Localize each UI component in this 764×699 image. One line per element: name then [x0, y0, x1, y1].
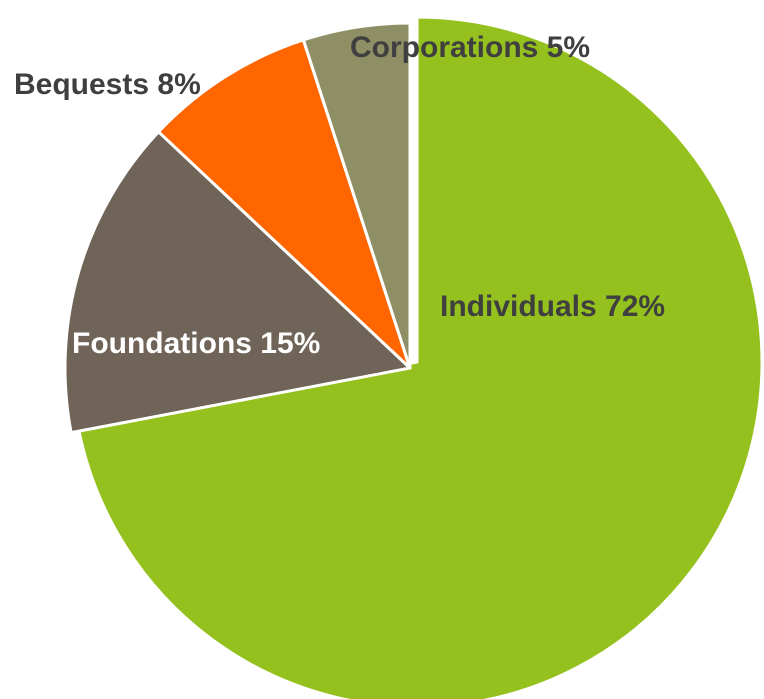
pie-slice-corporations — [301, 21, 412, 370]
pie-slice-foundations — [63, 130, 412, 435]
label-bequests: Bequests 8% — [14, 68, 201, 101]
label-corporations: Corporations 5% — [350, 31, 590, 64]
pie-slice-individuals — [76, 15, 764, 699]
pie-slice-bequests — [157, 38, 412, 370]
label-foundations: Foundations 15% — [72, 327, 320, 360]
slices-group — [63, 15, 764, 699]
label-individuals: Individuals 72% — [440, 290, 665, 323]
labels-group: Individuals 72% Foundations 15% Bequests… — [14, 31, 665, 360]
